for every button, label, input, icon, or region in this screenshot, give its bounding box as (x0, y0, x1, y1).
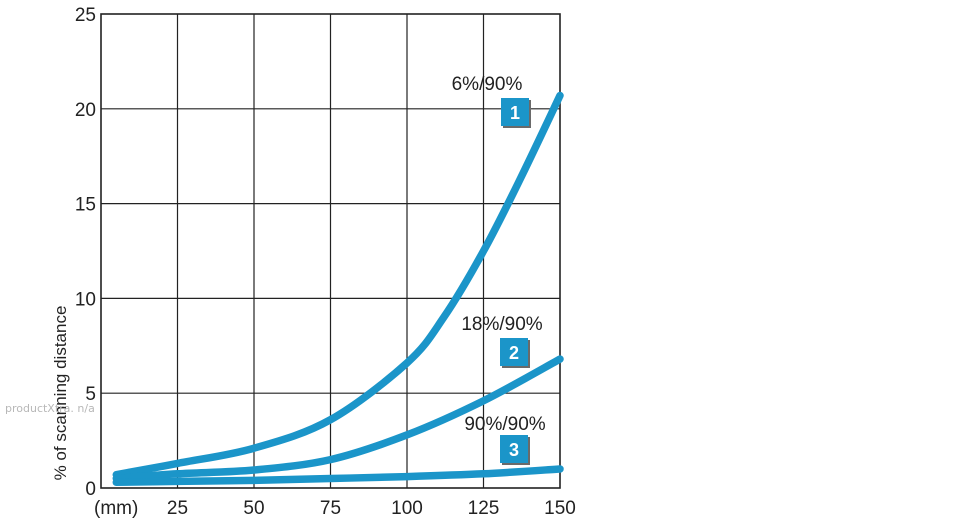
series-badge-number: 2 (509, 343, 519, 363)
series-line-3 (112, 465, 564, 487)
x-tick-label: 125 (468, 498, 500, 519)
watermark: productXtra. n/a (5, 402, 95, 415)
x-tick-label: 50 (243, 498, 264, 519)
series-badge-number: 1 (510, 103, 520, 123)
y-tick-label: 20 (75, 100, 96, 121)
y-tick-label: 25 (75, 5, 96, 26)
series-badge-3 (500, 435, 528, 463)
x-tick-label: 150 (544, 498, 576, 519)
series-label-3: 90%/90% (464, 414, 545, 435)
y-tick-label: 5 (85, 384, 96, 405)
x-axis-unit-label: (mm) (94, 498, 138, 519)
series-labels: 6%/90% 1 18%/90% 2 90%/90% 3 (452, 74, 546, 465)
axis-ticks: 0 5 10 15 20 25 25 50 75 100 125 150 (75, 5, 576, 519)
series-line-2 (112, 355, 564, 483)
series-label-1: 6%/90% (452, 74, 523, 95)
series-badge-number: 3 (509, 440, 519, 460)
chart-grid (100, 13, 561, 489)
series-line-1 (112, 91, 564, 479)
x-tick-label: 75 (320, 498, 341, 519)
series-badge-1 (501, 98, 529, 126)
series-badge-2 (500, 338, 528, 366)
y-axis-label: % of scanning distance (51, 306, 70, 481)
y-tick-label: 0 (85, 479, 96, 500)
y-tick-label: 15 (75, 195, 96, 216)
x-tick-label: 100 (391, 498, 423, 519)
y-tick-label: 10 (75, 289, 96, 310)
series-label-2: 18%/90% (461, 314, 542, 335)
series-lines (112, 91, 564, 487)
x-tick-label: 25 (167, 498, 188, 519)
